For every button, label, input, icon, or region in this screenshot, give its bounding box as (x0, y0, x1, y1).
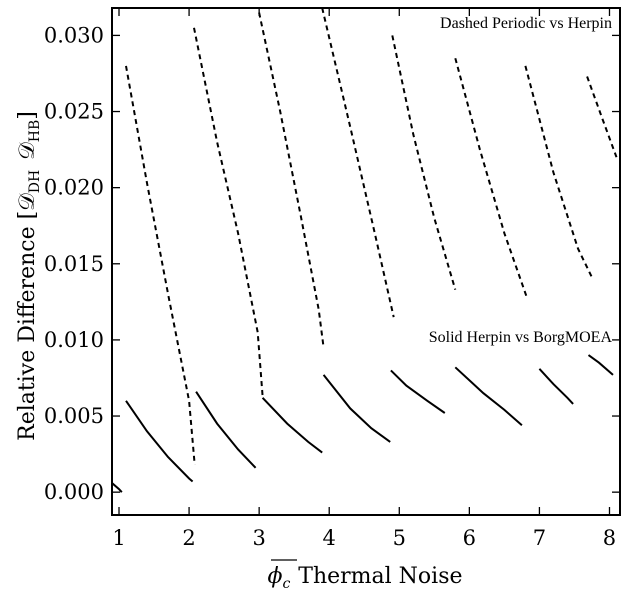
plot-frame (111, 7, 621, 516)
solid-series-segment-1 (112, 482, 123, 493)
y-axis-label: Relative Difference [𝒟DH𝒟HB] (15, 111, 43, 441)
dashed-series-segment-6 (454, 57, 528, 298)
dashed-series-segment-4 (321, 8, 395, 318)
y-axis-d2: 𝒟 (15, 142, 40, 160)
solid-series-segment-6 (390, 369, 446, 414)
x-axis-text: Thermal Noise (298, 564, 462, 589)
dashed-series-segment-5 (391, 35, 457, 290)
y-tick-label: 0.005 (44, 404, 104, 428)
dashed-series-segment-7 (524, 65, 593, 278)
plot-area (112, 8, 618, 493)
x-tick-label: 4 (323, 526, 336, 550)
solid-series-segment-4 (261, 397, 323, 454)
y-tick-label: 0.020 (44, 176, 104, 200)
x-tick-label: 3 (252, 526, 265, 550)
solid-series-segment-2 (125, 400, 194, 483)
y-axis-d1: 𝒟 (15, 193, 40, 211)
x-tick-label: 7 (533, 526, 546, 550)
x-tick-label: 1 (112, 526, 125, 550)
solid-series-segment-7 (454, 366, 523, 426)
y-axis-text: Relative Difference [ (15, 211, 40, 441)
x-tick-label: 2 (182, 526, 195, 550)
x-tick-label: 6 (463, 526, 476, 550)
annotation-solid: Solid Herpin vs BorgMOEA (429, 329, 613, 346)
solid-series-segment-9 (587, 354, 614, 376)
dashed-series-segment-3 (258, 12, 325, 348)
dashed-series-segment-8 (586, 76, 618, 158)
axis-ticks: 1 2 3 4 5 6 7 8 0.000 0.005 0.010 0.015 0.020 0.025 0.… (44, 8, 620, 550)
solid-series-segment-8 (538, 368, 574, 405)
y-tick-label: 0.015 (44, 252, 104, 276)
x-axis-label: ϕc Thermal Noise (267, 564, 462, 592)
x-tick-label: 8 (603, 526, 616, 550)
y-tick-label: 0.010 (44, 328, 104, 352)
y-axis-close: ] (15, 111, 40, 120)
annotation-dashed: Dashed Periodic vs Herpin (440, 15, 612, 32)
x-axis-symbol: ϕ (267, 564, 282, 589)
y-tick-label: 0.025 (44, 100, 104, 124)
dashed-series-segment-2 (193, 27, 264, 397)
dashed-series-segment-1 (125, 65, 196, 465)
y-tick-label: 0.030 (44, 23, 104, 47)
x-tick-label: 5 (393, 526, 406, 550)
y-axis-d1-sub: DH (27, 170, 43, 193)
y-tick-label: 0.000 (44, 480, 104, 504)
solid-series-segment-3 (195, 391, 257, 469)
y-axis-d2-sub: HB (27, 120, 43, 143)
solid-series-segment-5 (322, 374, 391, 443)
x-axis-symbol-sub: c (282, 576, 290, 592)
